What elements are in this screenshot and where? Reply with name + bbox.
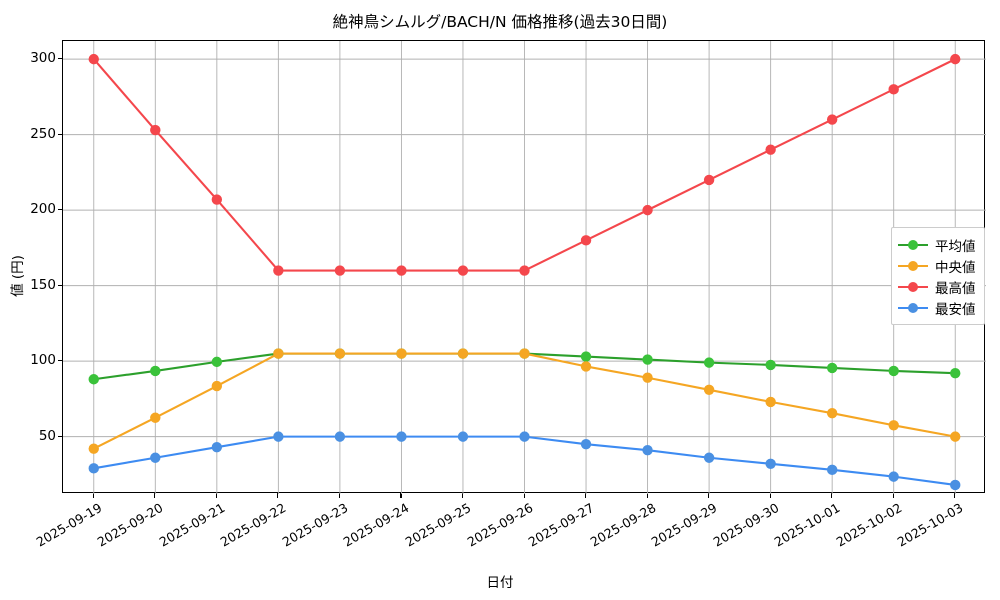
plot-lines [63,41,986,494]
y-tick-mark [57,209,62,211]
y-tick-label: 200 [30,201,56,218]
legend-marker-icon [898,281,928,293]
chart-title: 絶神鳥シムルグ/BACH/N 価格推移(過去30日間) [332,13,668,31]
chart-legend: 平均値中央値最高値最安値 [891,227,985,325]
x-tick-mark [708,493,710,498]
legend-marker-icon [898,239,928,251]
y-tick-mark [57,133,62,135]
x-axis-label: 日付 [486,575,514,591]
y-tick-label: 300 [30,50,56,67]
legend-item[interactable]: 最高値 [898,276,976,297]
x-tick-mark [892,493,894,498]
legend-label: 最高値 [935,280,976,297]
y-tick-mark [57,284,62,286]
x-tick-mark [769,493,771,498]
x-tick-mark [831,493,833,498]
y-tick-label: 100 [30,352,56,369]
y-tick-label: 250 [30,125,56,142]
y-tick-mark [57,435,62,437]
x-tick-mark [338,493,340,498]
plot-area [62,40,986,494]
x-tick-mark [646,493,648,498]
legend-marker-icon [898,260,928,272]
legend-label: 平均値 [935,238,976,255]
x-tick-mark [523,493,525,498]
x-tick-mark [954,493,956,498]
legend-marker-icon [898,302,928,314]
y-tick-mark [57,360,62,362]
x-tick-mark [92,493,94,498]
legend-label: 中央値 [935,259,976,276]
y-tick-label: 50 [38,427,56,444]
x-tick-mark [400,493,402,498]
x-tick-mark [461,493,464,498]
x-tick-mark [154,493,156,498]
legend-item[interactable]: 最安値 [898,297,976,318]
legend-item[interactable]: 中央値 [898,255,976,276]
x-tick-mark [277,493,279,498]
x-tick-mark [215,493,217,498]
y-tick-mark [57,58,62,60]
legend-item[interactable]: 平均値 [898,234,976,255]
x-tick-mark [585,493,587,498]
y-tick-label: 150 [30,276,56,293]
legend-label: 最安値 [935,301,976,318]
